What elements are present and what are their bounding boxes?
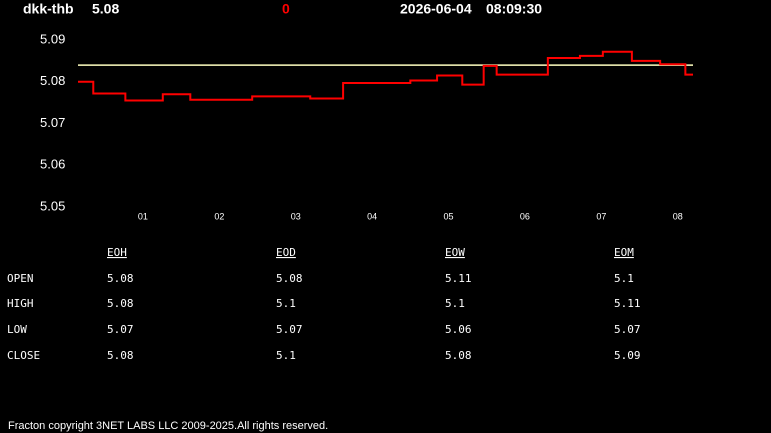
y-tick-label: 5.07 (40, 115, 65, 130)
cell: 5.07 (107, 323, 134, 336)
x-tick-label: 02 (214, 211, 224, 221)
change: 0 (282, 1, 290, 17)
cell: 5.1 (614, 272, 634, 285)
cell: 5.08 (276, 272, 303, 285)
cell: 5.11 (614, 297, 641, 310)
date: 2026-06-04 (400, 1, 472, 17)
time: 08:09:30 (486, 1, 542, 17)
cell: 5.1 (276, 297, 296, 310)
x-tick-label: 06 (520, 211, 530, 221)
x-tick-label: 03 (291, 211, 301, 221)
cell: 5.09 (614, 349, 641, 362)
x-tick-label: 01 (138, 211, 148, 221)
cell: 5.08 (107, 349, 134, 362)
footer: Fracton copyright 3NET LABS LLC 2009-202… (8, 420, 328, 432)
row-label: OPEN (7, 272, 34, 285)
cell: 5.08 (445, 349, 472, 362)
cell: 5.1 (276, 349, 296, 362)
cell: 5.08 (107, 297, 134, 310)
column-header: EOH (107, 246, 127, 259)
x-tick-label: 07 (596, 211, 606, 221)
x-tick-label: 05 (444, 211, 454, 221)
cell: 5.08 (107, 272, 134, 285)
column-header: EOD (276, 246, 296, 259)
cell: 5.07 (276, 323, 303, 336)
cell: 5.07 (614, 323, 641, 336)
column-header: EOM (614, 246, 634, 259)
row-label: CLOSE (7, 349, 40, 362)
row-label: LOW (7, 323, 27, 336)
y-tick-label: 5.08 (40, 73, 65, 88)
cell: 5.06 (445, 323, 472, 336)
y-tick-label: 5.09 (40, 31, 65, 46)
y-tick-label: 5.06 (40, 157, 65, 172)
price: 5.08 (92, 1, 119, 17)
cell: 5.1 (445, 297, 465, 310)
x-tick-label: 04 (367, 211, 377, 221)
row-label: HIGH (7, 297, 34, 310)
x-tick-label: 08 (673, 211, 683, 221)
cell: 5.11 (445, 272, 472, 285)
price-line (78, 50, 693, 102)
column-header: EOW (445, 246, 465, 259)
y-tick-label: 5.05 (40, 198, 65, 213)
symbol: dkk-thb (23, 1, 74, 17)
